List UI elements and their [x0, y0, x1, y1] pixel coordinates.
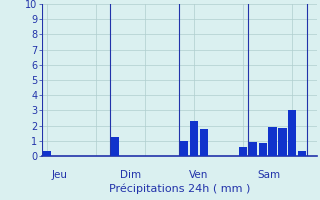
Bar: [249, 142, 257, 156]
Bar: [278, 128, 287, 156]
Text: Dim: Dim: [120, 170, 141, 180]
Bar: [268, 127, 277, 156]
Text: Jeu: Jeu: [52, 170, 68, 180]
Bar: [42, 151, 51, 156]
Bar: [111, 137, 119, 156]
Text: Sam: Sam: [258, 170, 281, 180]
Text: Précipitations 24h ( mm ): Précipitations 24h ( mm ): [108, 183, 250, 194]
Bar: [200, 129, 208, 156]
Bar: [259, 143, 267, 156]
Bar: [190, 121, 198, 156]
Bar: [239, 147, 247, 156]
Bar: [288, 110, 296, 156]
Text: Ven: Ven: [189, 170, 208, 180]
Bar: [298, 151, 306, 156]
Bar: [180, 141, 188, 156]
